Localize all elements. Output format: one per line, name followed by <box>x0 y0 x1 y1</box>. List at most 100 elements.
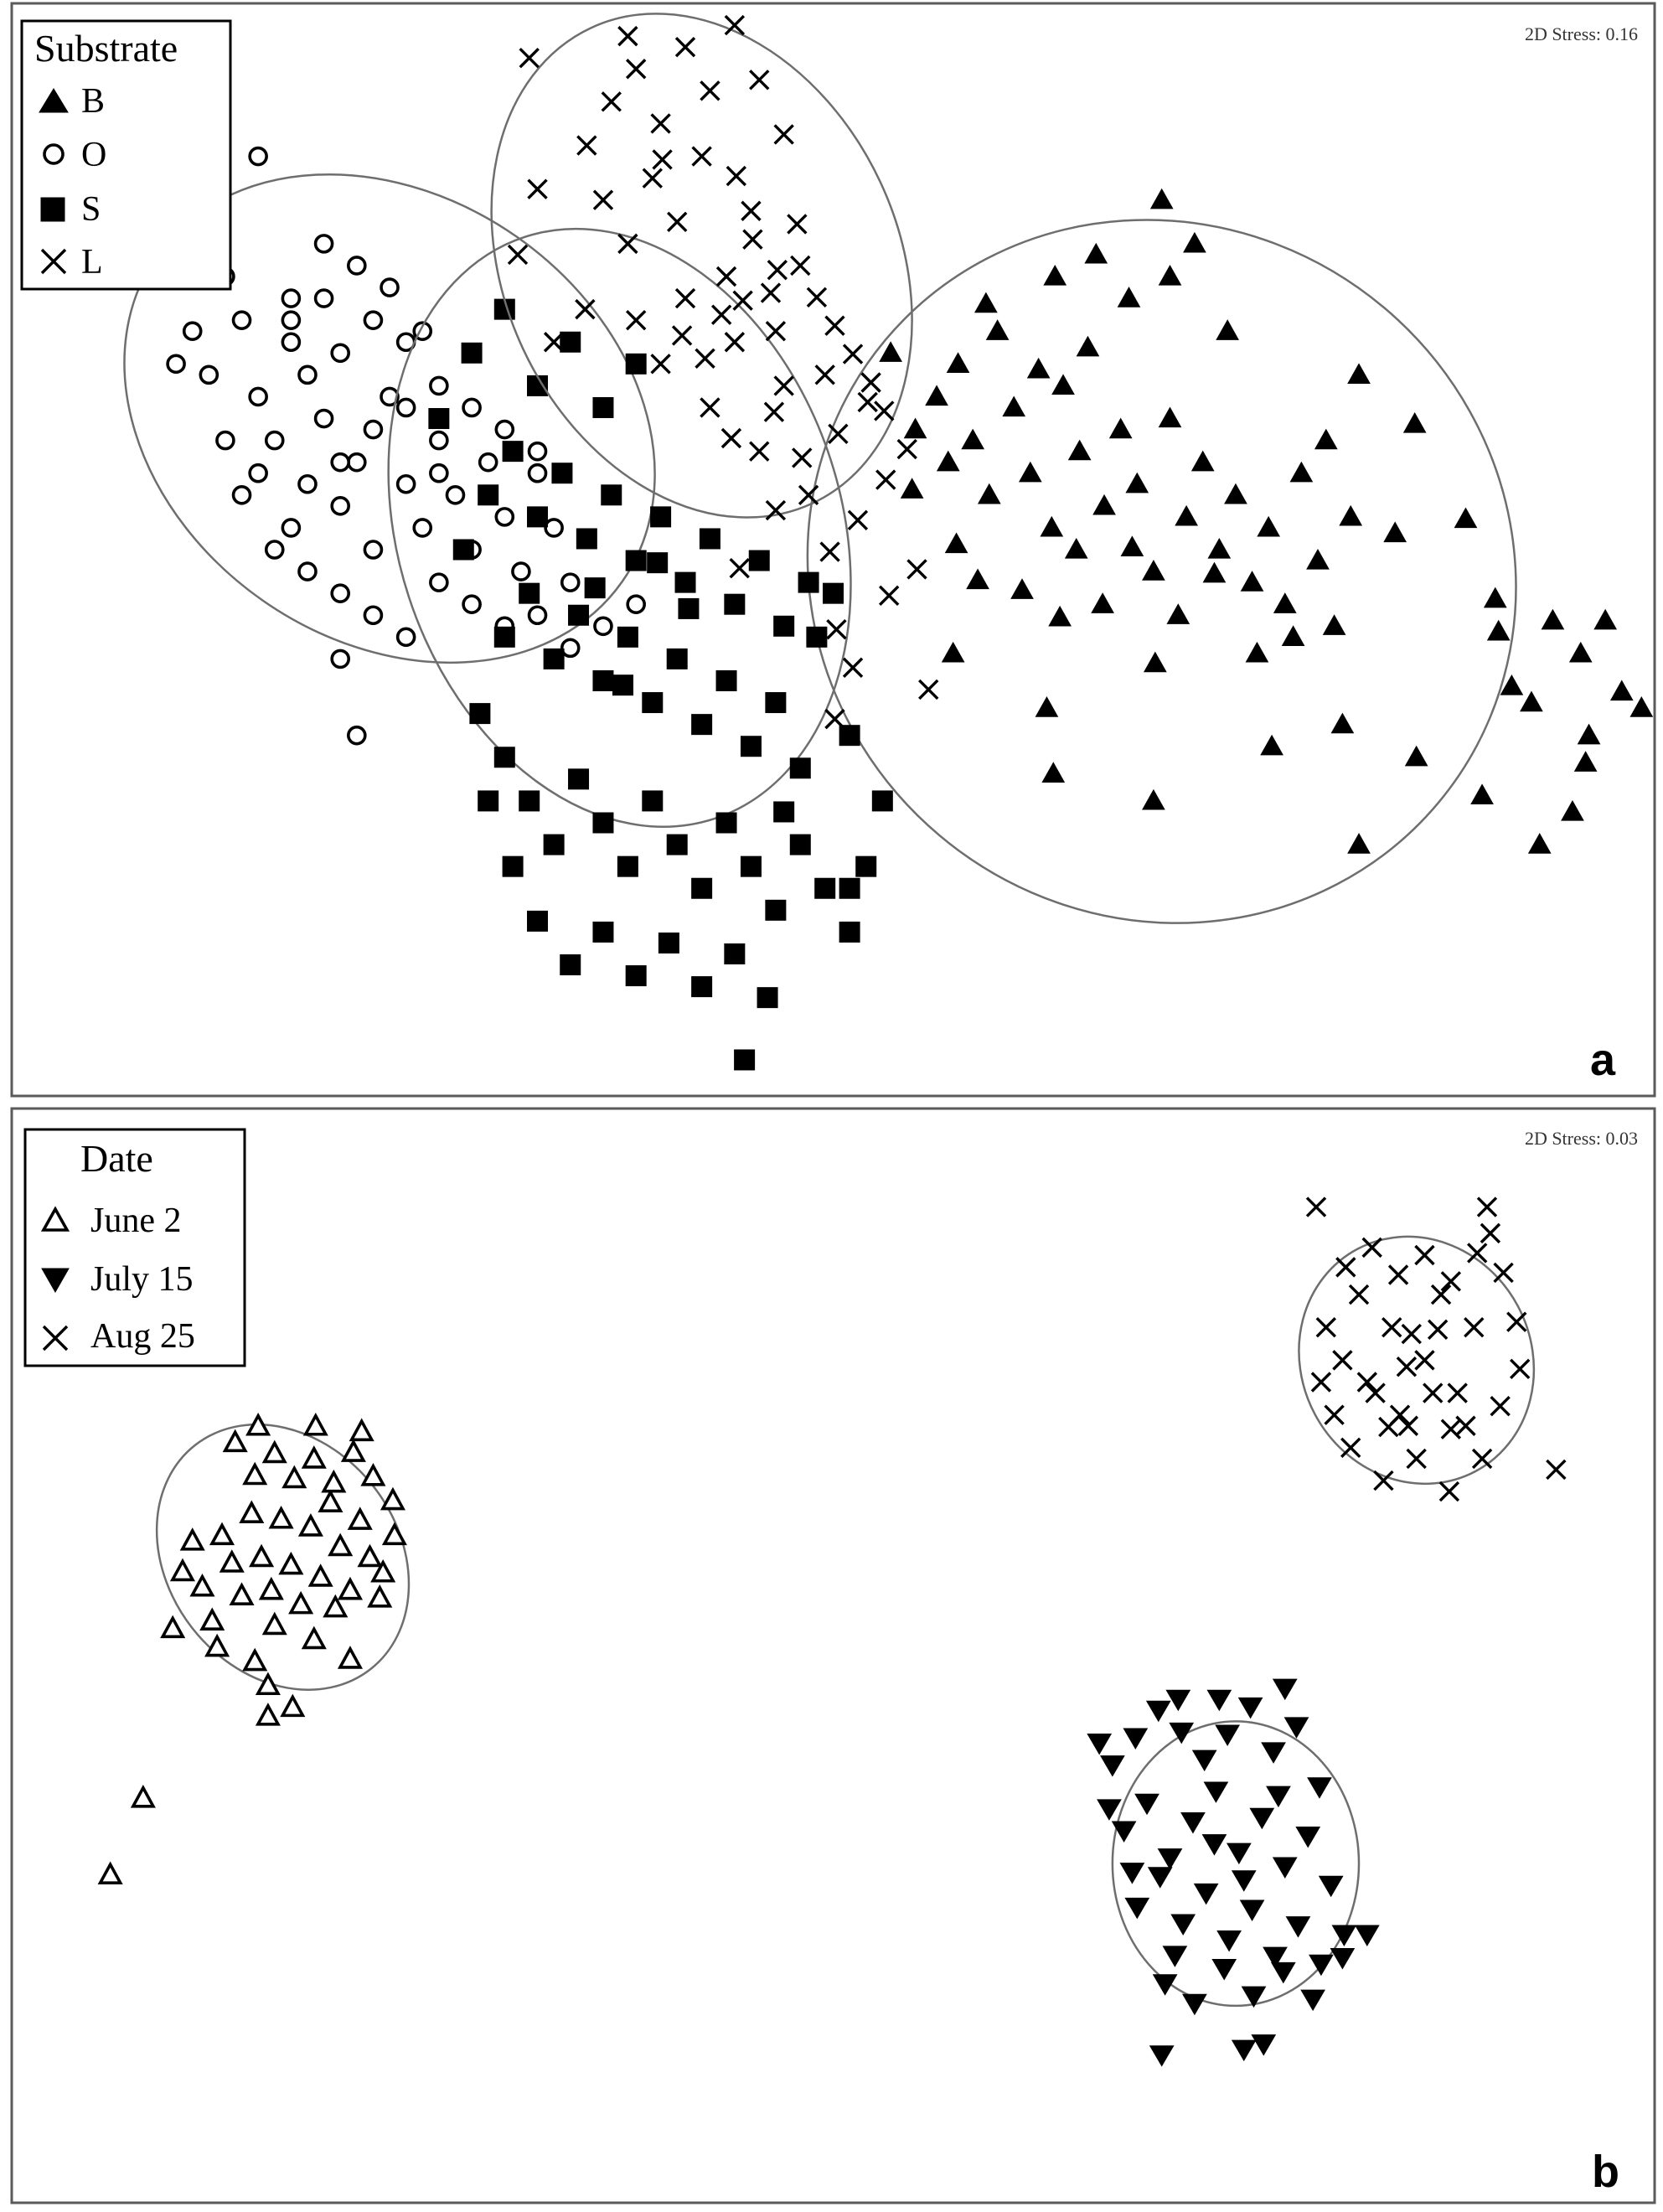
point-o-16 <box>494 507 515 527</box>
square-filled-icon <box>40 197 65 222</box>
triangle-down-filled-icon <box>41 1268 70 1294</box>
point-b-45 <box>1144 651 1167 673</box>
point-l-6 <box>741 200 762 221</box>
point-s-62 <box>839 877 860 899</box>
point-s-1 <box>502 441 524 463</box>
point-june-2-3 <box>199 1607 225 1631</box>
point-b-43 <box>1202 561 1227 583</box>
point-b-3 <box>946 352 970 373</box>
point-b-0 <box>879 341 902 362</box>
point-l-34 <box>828 423 849 444</box>
point-b-24 <box>1289 461 1314 483</box>
point-l-45 <box>765 499 787 521</box>
point-june-2-13 <box>297 1513 323 1537</box>
point-s-27 <box>469 703 491 725</box>
point-o-59 <box>347 725 367 746</box>
point-june-2-46 <box>97 1861 123 1884</box>
point-o-20 <box>560 572 581 592</box>
point-s-18 <box>592 669 614 691</box>
legend-label-l: L <box>81 243 103 282</box>
point-aug-25-37 <box>1396 1357 1418 1377</box>
point-o-6 <box>330 496 351 516</box>
point-b-27 <box>1339 504 1363 526</box>
legend-label-s: S <box>81 190 101 229</box>
point-o-15 <box>478 452 498 473</box>
point-s-14 <box>493 626 515 648</box>
point-aug-25-26 <box>1493 1262 1514 1284</box>
point-l-49 <box>617 25 638 47</box>
point-l-60 <box>824 315 845 336</box>
point-aug-25-31 <box>1476 1196 1498 1217</box>
point-june-2-25 <box>340 1439 366 1462</box>
point-l-43 <box>824 708 845 730</box>
point-l-3 <box>667 211 688 233</box>
point-s-28 <box>493 747 515 768</box>
point-b-20 <box>1224 483 1247 504</box>
point-s-23 <box>715 669 737 691</box>
point-o-48 <box>626 594 646 615</box>
point-june-2-44 <box>255 1703 281 1726</box>
point-l-20 <box>625 59 647 80</box>
point-s-20 <box>642 692 664 714</box>
point-aug-25-7 <box>1430 1284 1452 1305</box>
point-o-0 <box>231 484 252 505</box>
point-o-45 <box>527 605 548 626</box>
point-aug-25-13 <box>1373 1470 1394 1491</box>
point-o-58 <box>330 649 351 669</box>
point-aug-25-39 <box>1378 1416 1399 1438</box>
point-l-38 <box>847 509 869 530</box>
point-s-36 <box>691 877 713 899</box>
point-aug-25-25 <box>1467 1243 1488 1264</box>
point-l-46 <box>792 447 813 468</box>
point-july-15-20 <box>1124 1897 1150 1920</box>
point-s-31 <box>568 768 590 790</box>
point-aug-25-10 <box>1324 1404 1345 1425</box>
point-b-38 <box>974 292 998 313</box>
point-s-16 <box>543 648 565 669</box>
point-aug-25-11 <box>1340 1437 1361 1459</box>
point-l-55 <box>726 165 747 187</box>
point-s-37 <box>715 812 737 834</box>
point-b-23 <box>1273 592 1297 613</box>
point-aug-25-15 <box>1406 1448 1427 1470</box>
point-aug-25-9 <box>1464 1316 1485 1338</box>
point-l-7 <box>765 320 787 342</box>
point-o-33 <box>380 277 400 297</box>
point-b-76 <box>1527 833 1552 854</box>
point-s-63 <box>855 855 877 877</box>
point-o-25 <box>429 375 449 396</box>
point-o-61 <box>281 310 302 330</box>
point-july-15-7 <box>1261 1742 1286 1764</box>
point-b-26 <box>1322 614 1346 635</box>
point-b-63 <box>1330 712 1355 734</box>
point-aug-25-34 <box>1310 1372 1332 1393</box>
point-b-50 <box>1048 605 1072 627</box>
point-s-35 <box>666 834 688 855</box>
point-l-40 <box>906 559 927 580</box>
point-s-56 <box>625 353 647 375</box>
point-s-29 <box>519 790 540 812</box>
point-b-28 <box>985 319 1010 340</box>
point-s-30 <box>543 834 565 855</box>
point-s-48 <box>625 965 647 987</box>
point-l-44 <box>729 557 750 579</box>
point-o-39 <box>330 583 351 603</box>
panel-a-plot <box>123 13 1654 1071</box>
point-july-15-42 <box>1165 1689 1191 1712</box>
panel-a-letter: a <box>1590 1035 1616 1085</box>
point-l-8 <box>790 255 811 276</box>
point-june-2-15 <box>318 1489 343 1512</box>
point-o-12 <box>429 430 449 451</box>
point-june-2-38 <box>323 1594 349 1618</box>
point-s-44 <box>502 855 524 877</box>
point-july-15-17 <box>1272 1857 1298 1879</box>
point-s-55 <box>592 396 614 418</box>
point-b-17 <box>1175 504 1198 526</box>
point-b-55 <box>1383 521 1407 543</box>
point-o-28 <box>527 441 548 462</box>
point-o-37 <box>264 540 285 560</box>
point-july-15-35 <box>1300 1989 1325 2012</box>
point-l-19 <box>601 91 622 112</box>
point-l-26 <box>773 124 794 145</box>
point-july-15-43 <box>1206 1689 1232 1712</box>
